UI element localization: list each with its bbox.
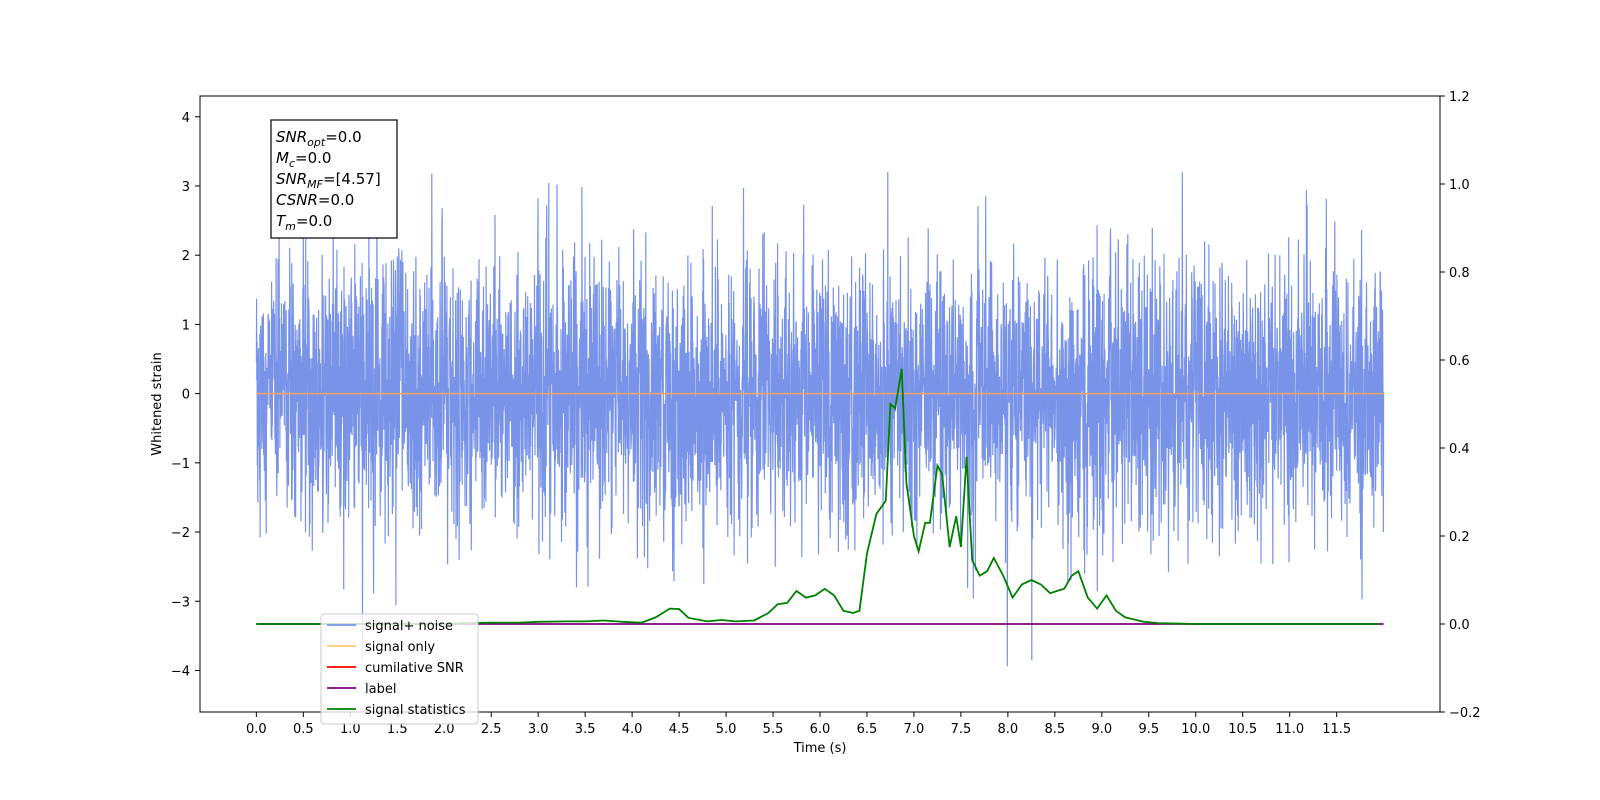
x-tick-label: 4.0 <box>622 722 643 737</box>
x-tick-label: 7.5 <box>951 722 972 737</box>
y2-tick-label: 0.0 <box>1449 618 1470 633</box>
annotation-subscript: opt <box>307 136 326 149</box>
axes: 0.0 0.5 1.0 1.5 2.0 2.5 3.0 3.5 4.0 4.5 5.0 5.5 6.0 6… <box>171 90 1481 737</box>
series-signal-statistics <box>256 368 1379 625</box>
x-tick-label: 3.0 <box>528 722 549 737</box>
y-tick-label: 2 <box>182 249 190 264</box>
x-tick-label: 7.0 <box>904 722 925 737</box>
annotation-symbol: CSNR <box>276 191 318 209</box>
annotation-line: Tm=0.0 <box>276 212 332 233</box>
y-tick-label: 1 <box>182 318 190 333</box>
legend-label: signal statistics <box>365 703 466 718</box>
annotation-symbol: SNR <box>276 128 307 146</box>
legend-label: signal+ noise <box>365 619 453 634</box>
annotation-value: =0.0 <box>325 128 361 146</box>
x-tick-label: 8.5 <box>1045 722 1066 737</box>
x-tick-label: 6.0 <box>810 722 831 737</box>
x-tick-label: 3.5 <box>575 722 596 737</box>
y2-tick-label: 0.6 <box>1449 354 1470 369</box>
legend-frame <box>320 613 479 725</box>
annotation-line: SNRopt=0.0 <box>276 128 362 149</box>
x-tick-label: 11.0 <box>1275 722 1304 737</box>
annotation-value: =0.0 <box>296 212 332 230</box>
y-axis-label: Whitened strain <box>150 352 165 455</box>
annotation-subscript: m <box>285 220 296 233</box>
annotation-line: CSNR=0.0 <box>276 191 354 209</box>
plot-area <box>255 171 1385 667</box>
x-tick-label: 8.0 <box>998 722 1019 737</box>
annotation-line: SNRMF=[4.57] <box>276 170 381 191</box>
y-tick-label: −1 <box>171 457 190 472</box>
x-tick-label: 9.0 <box>1091 722 1112 737</box>
x-tick-label: 1.0 <box>340 722 361 737</box>
y-tick-label: 3 <box>182 180 190 195</box>
legend-label: label <box>365 682 396 697</box>
y2-tick-label: −0.2 <box>1449 706 1481 721</box>
y-tick-label: 4 <box>182 111 190 126</box>
x-tick-label: 2.5 <box>481 722 502 737</box>
legend-label: signal only <box>365 640 435 655</box>
x-tick-label: 0.0 <box>246 722 267 737</box>
y2-tick-label: 1.2 <box>1449 90 1470 105</box>
y-tick-label: −4 <box>171 664 190 679</box>
x-tick-label: 0.5 <box>293 722 314 737</box>
series-signal-noise <box>255 171 1385 667</box>
x-tick-label: 6.5 <box>857 722 878 737</box>
annotation-box: SNRopt=0.0Mc=0.0SNRMF=[4.57]CSNR=0.0Tm=0… <box>270 119 398 239</box>
x-tick-label: 2.0 <box>434 722 455 737</box>
annotation-symbol: M <box>276 149 289 167</box>
annotation-frame <box>270 119 398 239</box>
x-tick-label: 10.5 <box>1228 722 1257 737</box>
x-tick-label: 1.5 <box>387 722 408 737</box>
y-tick-label: 0 <box>182 388 190 403</box>
x-tick-label: 5.5 <box>763 722 784 737</box>
x-tick-label: 4.5 <box>669 722 690 737</box>
annotation-value: =[4.57] <box>323 170 381 188</box>
y2-tick-label: 1.0 <box>1449 178 1470 193</box>
annotation-value: =0.0 <box>318 191 354 209</box>
y2-tick-label: 0.8 <box>1449 266 1470 281</box>
annotation-subscript: c <box>289 157 295 170</box>
x-tick-label: 10.0 <box>1181 722 1210 737</box>
y2-tick-label: 0.4 <box>1449 442 1470 457</box>
y-tick-label: −3 <box>171 595 190 610</box>
y-tick-label: −2 <box>171 526 190 541</box>
legend-label: cumilative SNR <box>365 661 464 676</box>
annotation-value: =0.0 <box>295 149 331 167</box>
x-tick-label: 9.5 <box>1138 722 1159 737</box>
annotation-subscript: MF <box>307 178 323 191</box>
x-tick-label: 5.0 <box>716 722 737 737</box>
annotation-symbol: T <box>276 212 287 230</box>
x-axis-label: Time (s) <box>793 741 847 756</box>
legend: signal+ noise signal only cumilative SNR la… <box>320 613 479 725</box>
x-tick-label: 11.5 <box>1322 722 1351 737</box>
annotation-symbol: SNR <box>276 170 307 188</box>
annotation-line: Mc=0.0 <box>276 149 331 170</box>
y2-tick-label: 0.2 <box>1449 530 1470 545</box>
